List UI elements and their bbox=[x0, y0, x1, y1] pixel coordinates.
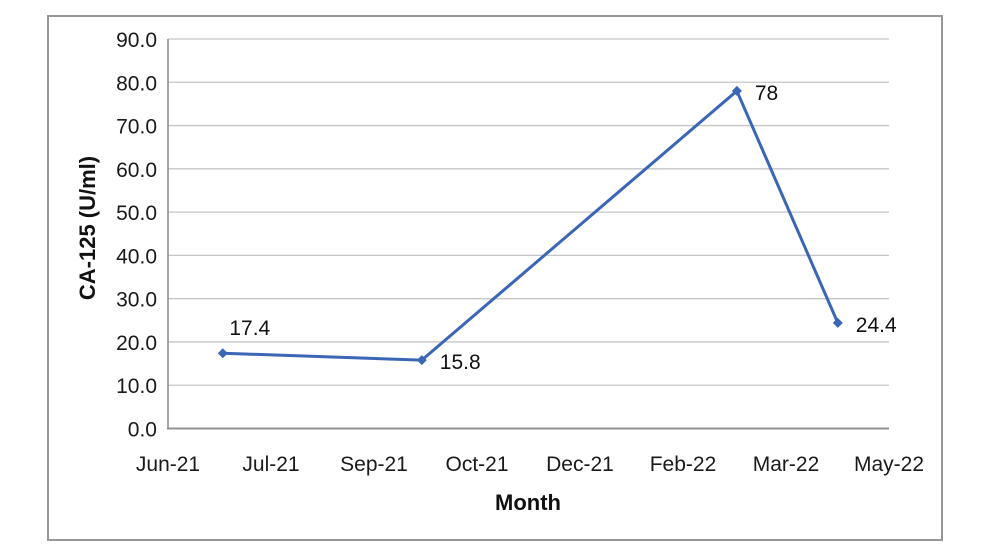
series-line bbox=[221, 89, 840, 362]
y-tick-label: 30.0 bbox=[116, 289, 157, 312]
x-tick-label: May-22 bbox=[854, 453, 924, 476]
x-tick-label: Sep-21 bbox=[340, 453, 408, 476]
x-tick-label: Feb-22 bbox=[650, 453, 717, 476]
data-point-marker bbox=[416, 355, 427, 366]
y-tick-label: 0.0 bbox=[128, 419, 157, 442]
y-tick-label: 60.0 bbox=[116, 159, 157, 182]
x-axis-title: Month bbox=[495, 490, 561, 515]
y-tick-label: 90.0 bbox=[116, 29, 157, 52]
y-axis-title: CA-125 (U/ml) bbox=[75, 155, 100, 301]
figure-border bbox=[47, 15, 943, 541]
data-point-label: 15.8 bbox=[440, 351, 481, 374]
x-tick-label: Dec-21 bbox=[546, 453, 614, 476]
data-point-label: 78 bbox=[755, 82, 778, 105]
y-tick-label: 10.0 bbox=[116, 375, 157, 398]
data-point-marker bbox=[832, 317, 843, 328]
y-tick-label: 50.0 bbox=[116, 202, 157, 225]
y-tick-label: 70.0 bbox=[116, 116, 157, 139]
x-tick-label: Jul-21 bbox=[242, 453, 299, 476]
x-tick-label: Oct-21 bbox=[445, 453, 508, 476]
x-tick-label: Mar-22 bbox=[753, 453, 820, 476]
y-tick-label: 20.0 bbox=[116, 332, 157, 355]
data-point-label: 24.4 bbox=[856, 314, 897, 337]
data-point-marker bbox=[731, 85, 742, 96]
y-tick-label: 40.0 bbox=[116, 245, 157, 268]
x-tick-label: Jun-21 bbox=[136, 453, 200, 476]
y-tick-label: 80.0 bbox=[116, 72, 157, 95]
data-point-label: 17.4 bbox=[229, 317, 270, 340]
data-point-marker bbox=[217, 348, 228, 359]
